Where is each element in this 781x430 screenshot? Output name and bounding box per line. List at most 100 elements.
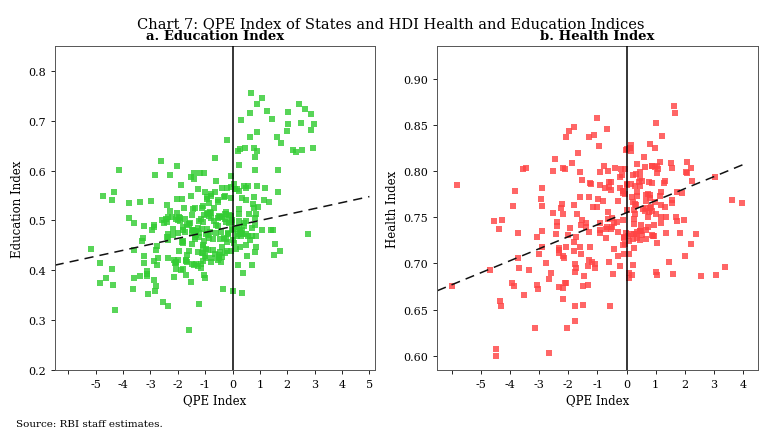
- Point: [612, 218, 624, 225]
- Point: [535, 228, 547, 235]
- Point: [604, 179, 617, 186]
- Point: [617, 190, 629, 197]
- Point: [194, 261, 207, 268]
- Point: [522, 267, 535, 274]
- Point: [593, 143, 605, 150]
- Point: [640, 198, 652, 205]
- Point: [626, 194, 638, 201]
- Point: [650, 120, 662, 127]
- Point: [649, 145, 662, 152]
- Point: [568, 124, 580, 131]
- Point: [608, 246, 620, 253]
- Point: [137, 260, 150, 267]
- Point: [651, 170, 663, 177]
- Point: [225, 248, 237, 255]
- Point: [123, 200, 136, 207]
- Point: [228, 181, 241, 188]
- Point: [231, 233, 244, 240]
- Point: [671, 218, 683, 225]
- Point: [250, 101, 262, 108]
- Point: [551, 219, 563, 226]
- Point: [600, 235, 612, 242]
- Point: [209, 251, 221, 258]
- Point: [594, 230, 606, 237]
- Point: [654, 159, 666, 166]
- Point: [234, 117, 247, 124]
- Point: [241, 185, 253, 192]
- Point: [179, 229, 191, 236]
- Point: [616, 188, 629, 195]
- Point: [266, 227, 279, 234]
- Point: [252, 204, 265, 211]
- Point: [220, 209, 233, 216]
- Point: [553, 250, 565, 257]
- Point: [197, 219, 209, 226]
- Point: [240, 218, 252, 225]
- Point: [163, 208, 176, 215]
- Point: [592, 196, 604, 203]
- Point: [162, 303, 175, 310]
- Point: [244, 135, 256, 141]
- Point: [150, 283, 162, 289]
- Point: [248, 195, 260, 202]
- Point: [612, 198, 624, 205]
- Point: [726, 197, 738, 204]
- Point: [298, 107, 311, 114]
- Point: [634, 228, 647, 235]
- Point: [151, 243, 163, 250]
- Point: [557, 211, 569, 218]
- Point: [581, 282, 594, 289]
- Point: [520, 166, 533, 172]
- Point: [189, 236, 201, 243]
- Point: [647, 233, 660, 240]
- Point: [197, 244, 209, 251]
- Point: [261, 108, 273, 115]
- Point: [561, 325, 573, 332]
- Point: [565, 160, 578, 167]
- X-axis label: QPE Index: QPE Index: [566, 393, 629, 406]
- Point: [580, 224, 592, 231]
- Point: [618, 252, 630, 258]
- Point: [273, 248, 286, 255]
- Point: [601, 209, 614, 216]
- Point: [282, 121, 294, 128]
- Point: [237, 183, 250, 190]
- Point: [625, 143, 637, 150]
- Point: [695, 273, 708, 280]
- Point: [180, 258, 192, 264]
- Point: [171, 257, 184, 264]
- Point: [164, 172, 177, 179]
- Point: [201, 226, 213, 233]
- Point: [660, 230, 672, 237]
- Point: [640, 205, 652, 212]
- Point: [585, 181, 597, 188]
- Point: [208, 205, 220, 212]
- Point: [530, 282, 543, 289]
- Point: [607, 271, 619, 278]
- Point: [212, 257, 225, 264]
- Point: [201, 196, 213, 203]
- Point: [574, 251, 587, 258]
- Point: [249, 249, 262, 255]
- Point: [262, 199, 275, 206]
- Point: [212, 224, 224, 230]
- Point: [200, 255, 212, 262]
- Point: [187, 227, 199, 233]
- Point: [307, 145, 319, 152]
- Point: [548, 156, 561, 163]
- Point: [198, 212, 210, 219]
- Point: [233, 212, 245, 218]
- Point: [148, 277, 160, 284]
- Point: [272, 189, 284, 196]
- Point: [155, 158, 168, 165]
- Point: [736, 200, 749, 207]
- Point: [190, 229, 202, 236]
- Point: [496, 217, 508, 224]
- Point: [594, 227, 607, 233]
- Point: [642, 191, 654, 198]
- Point: [219, 218, 232, 225]
- Point: [238, 223, 251, 230]
- Point: [576, 218, 588, 224]
- Point: [219, 249, 231, 256]
- Point: [544, 350, 556, 356]
